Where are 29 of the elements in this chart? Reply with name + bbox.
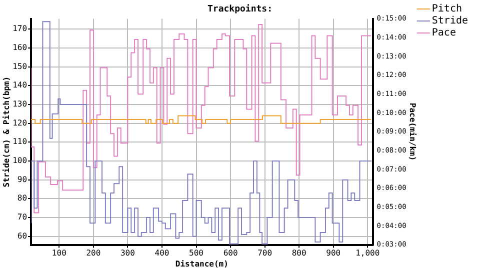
- y-tick-label: 130: [12, 100, 28, 109]
- y-tick-label: 100: [12, 156, 28, 166]
- x-tick-label: 400: [154, 248, 170, 258]
- x-tick-label: 500: [189, 248, 204, 258]
- legend-label: Stride: [432, 16, 468, 27]
- y-axis-title: Stride(cm) & Pitch(bpm): [2, 76, 11, 188]
- x-tick-label: 800: [292, 248, 306, 258]
- x-axis-title: Distance(m): [175, 259, 228, 268]
- y-tick-label: 80: [17, 194, 28, 203]
- x-tick-label: 1,000: [356, 248, 380, 258]
- legend-label: Pace: [432, 28, 456, 39]
- y-tick-label: 120: [12, 118, 28, 128]
- y-tick-label: 70: [17, 212, 28, 222]
- y-tick-label: 160: [12, 43, 28, 52]
- chart-title: Trackpoints:: [207, 4, 273, 15]
- legend-label: Pitch: [432, 4, 462, 15]
- x-tick-label: 700: [258, 248, 272, 258]
- x-tick-label: 200: [86, 248, 101, 258]
- x-tick-label: 100: [52, 248, 67, 258]
- y2-axis-title: Pace(min/km): [408, 102, 417, 161]
- y-tick-label: 140: [12, 80, 28, 90]
- y-tick-label: 90: [17, 174, 28, 184]
- y-tick-label: 110: [12, 137, 28, 146]
- y-tick-label: 150: [12, 62, 28, 71]
- x-tick-label: 900: [326, 248, 341, 258]
- y-tick-label: 170: [12, 24, 28, 34]
- y-tick-label: 60: [17, 231, 28, 240]
- x-tick-label: 300: [120, 248, 136, 258]
- x-tick-label: 600: [223, 248, 238, 258]
